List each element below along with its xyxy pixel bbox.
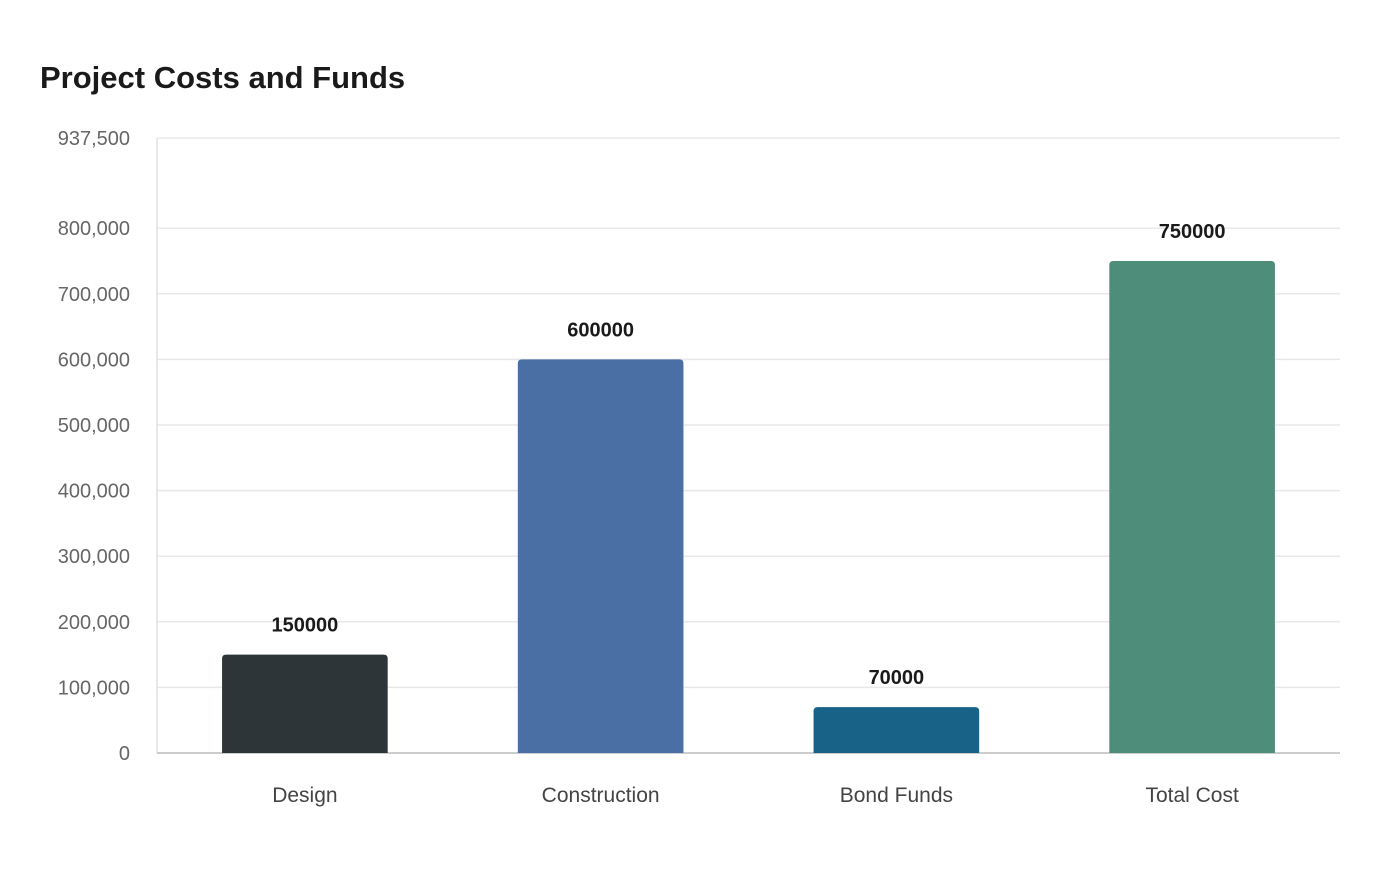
y-tick-label: 200,000 [58, 612, 130, 634]
y-axis-ticks: 0 100,000 200,000 300,000 400,000 500,000 600,… [58, 128, 130, 765]
y-tick-label: 500,000 [58, 415, 130, 437]
data-labels: 150000 600000 70000 750000 [272, 221, 1226, 689]
y-tick-label: 300,000 [58, 546, 130, 568]
x-tick-label: Bond Funds [840, 784, 953, 807]
x-tick-label: Total Cost [1145, 784, 1239, 807]
y-tick-label: 100,000 [58, 677, 130, 699]
bar-design [222, 654, 388, 753]
y-tick-label: 600,000 [58, 349, 130, 371]
y-tick-label: 800,000 [58, 218, 130, 240]
x-tick-label: Design [272, 784, 337, 807]
y-tick-label: 937,500 [58, 128, 130, 150]
data-label: 600000 [567, 319, 634, 341]
y-tick-label: 700,000 [58, 284, 130, 306]
data-label: 70000 [869, 667, 925, 689]
bars [222, 261, 1275, 753]
bar-construction [517, 359, 684, 753]
bar-bond-funds [813, 707, 980, 753]
y-tick-label: 400,000 [58, 481, 130, 503]
data-label: 750000 [1159, 221, 1226, 243]
y-tick-label: 0 [119, 743, 130, 765]
data-label: 150000 [272, 615, 339, 637]
chart-title: Project Costs and Funds [40, 60, 406, 95]
x-axis-ticks: Design Construction Bond Funds Total Cost [272, 784, 1239, 807]
x-tick-label: Construction [542, 784, 660, 807]
bar-total-cost [1109, 261, 1275, 753]
